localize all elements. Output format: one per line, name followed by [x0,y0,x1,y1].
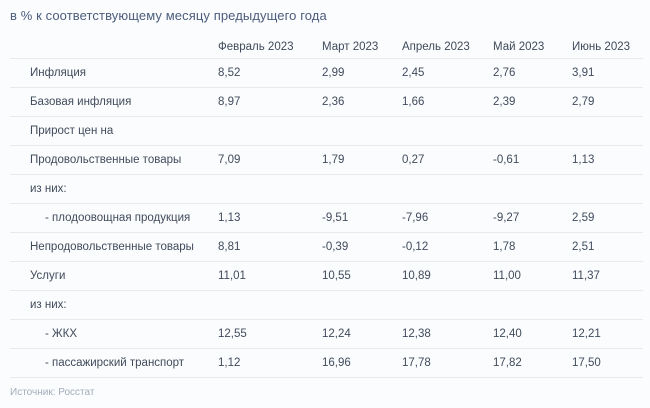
table-row: - пассажирский транспорт 1,12 16,96 17,78 17… [10,349,643,378]
cell-value: 2,59 [572,212,595,224]
row-label: из них: [30,183,67,195]
cell-value: 2,51 [572,241,595,253]
cell-value: 2,36 [322,96,345,108]
cell-value: 1,13 [218,212,241,224]
row-label: - плодоовощная продукция [45,212,191,224]
column-header: Май 2023 [493,41,545,53]
cell-value: 10,55 [322,270,351,282]
column-header: Апрель 2023 [402,41,470,53]
cell-value: 8,52 [218,67,241,79]
cell-value: 11,00 [493,270,521,282]
cell-value: -9,51 [322,212,349,224]
table-row: Услуги 11,01 10,55 10,89 11,00 11,37 [10,262,643,291]
table-row: Непродовольственные товары 8,81 -0,39 -0,12… [10,233,643,262]
table-row: Инфляция 8,52 2,99 2,45 2,76 3,91 [10,59,643,88]
cell-value: -7,96 [402,212,429,224]
table-header-row: Февраль 2023 Март 2023 Апрель 2023 Май 2023… [10,36,643,59]
row-label: Услуги [30,270,66,282]
cell-value: 17,78 [402,357,431,369]
cell-value: 7,09 [218,154,241,166]
row-label: Инфляция [30,67,87,79]
table-row: Прирост цен на [10,117,643,146]
cell-value: 8,81 [218,241,241,253]
inflation-table: Февраль 2023 Март 2023 Апрель 2023 Май 2023… [10,36,643,378]
cell-value: 1,79 [322,154,345,166]
cell-value: -0,61 [493,154,520,166]
cell-value: 17,82 [493,357,522,369]
cell-value: 12,24 [322,328,351,340]
row-label: - пассажирский транспорт [45,357,185,369]
cell-value: -0,12 [402,241,429,253]
row-label: Базовая инфляция [30,96,132,108]
row-label: Прирост цен на [30,125,114,137]
cell-value: -9,27 [493,212,520,224]
column-header: Март 2023 [322,41,379,53]
cell-value: 2,45 [402,67,425,79]
row-label: Продовольственные товары [30,154,182,166]
cell-value: 17,50 [572,357,601,369]
cell-value: 16,96 [322,357,351,369]
table-row: Продовольственные товары 7,09 1,79 0,27 -0,6… [10,146,643,175]
cell-value: 0,27 [402,154,425,166]
table-row: из них: [10,291,643,320]
table-row: Базовая инфляция 8,97 2,36 1,66 2,39 2,79 [10,88,643,117]
cell-value: 1,66 [402,96,425,108]
cell-value: 12,21 [572,328,601,340]
cell-value: 8,97 [218,96,241,108]
cell-value: 11,37 [572,270,600,282]
cell-value: 2,39 [493,96,516,108]
cell-value: 12,40 [493,328,522,340]
cell-value: 10,89 [402,270,431,282]
cell-value: 2,99 [322,67,345,79]
cell-value: 12,55 [218,328,247,340]
cell-value: 3,91 [572,67,595,79]
cell-value: 1,13 [572,154,595,166]
cell-value: 2,79 [572,96,595,108]
column-header: Февраль 2023 [218,41,294,53]
table-row: - плодоовощная продукция 1,13 -9,51 -7,96 -9… [10,204,643,233]
column-header: Июнь 2023 [572,41,631,53]
row-label: из них: [30,299,67,311]
cell-value: 2,76 [493,67,516,79]
row-label: - ЖКХ [45,328,78,340]
cell-value: 1,78 [493,241,516,253]
cell-value: -0,39 [322,241,349,253]
cell-value: 12,38 [402,328,431,340]
table-row: - ЖКХ 12,55 12,24 12,38 12,40 12,21 [10,320,643,349]
cell-value: 11,01 [218,270,246,282]
table-row: из них: [10,175,643,204]
source-note: Источник: Росстат [10,387,95,398]
cell-value: 1,12 [218,357,241,369]
page-title: в % к соответствующему месяцу предыдущег… [10,8,327,23]
row-label: Непродовольственные товары [30,241,194,253]
